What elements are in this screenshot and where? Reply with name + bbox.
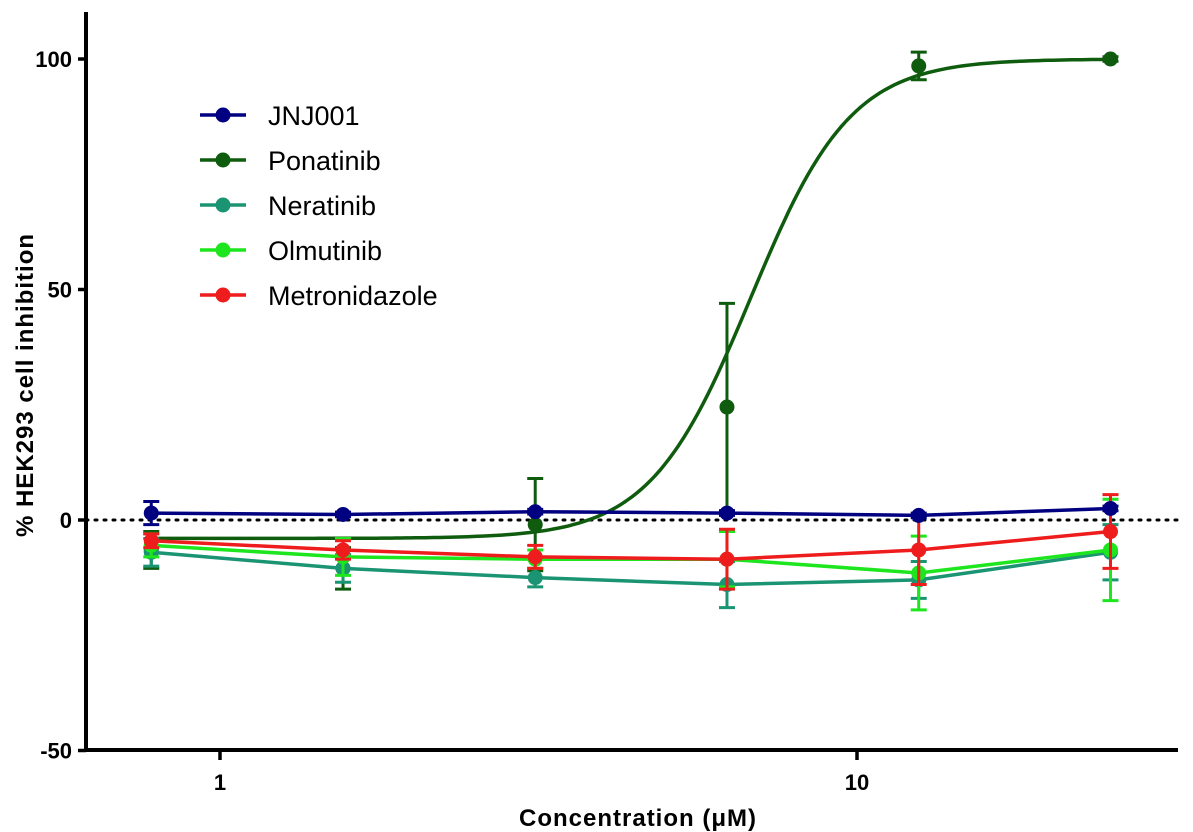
data-point (719, 399, 735, 415)
legend-item-olmutinib: Olmutinib (200, 236, 382, 266)
legend-item-metronidazole: Metronidazole (200, 281, 438, 311)
data-point (719, 505, 735, 521)
series-metronidazole (143, 493, 1119, 591)
legend-swatch-marker (215, 152, 231, 168)
data-point (143, 533, 159, 549)
legend-item-jnj001: JNJ001 (200, 101, 360, 131)
data-point (335, 506, 351, 522)
y-tick-label: 50 (48, 278, 72, 303)
series-line (151, 506, 1111, 518)
data-point (719, 551, 735, 567)
series-line (151, 529, 1111, 561)
legend-label: Ponatinib (268, 146, 381, 176)
legend-swatch-marker (215, 242, 231, 258)
legend: JNJ001 Ponatinib Neratinib Olmutinib Metroni… (200, 101, 438, 311)
legend-label: Neratinib (268, 191, 376, 221)
data-point (911, 58, 927, 74)
axes-layer: -50 0 50 100 1 10 (35, 12, 1178, 795)
data-point (911, 507, 927, 523)
series-ponatinib (143, 50, 1119, 591)
data-point (143, 505, 159, 521)
x-tick-label: 10 (845, 770, 869, 795)
data-point (527, 549, 543, 565)
legend-item-neratinib: Neratinib (200, 191, 376, 221)
x-axis-title: Concentration (μM) (519, 805, 757, 832)
legend-swatch-marker (215, 197, 231, 213)
plot-layer (84, 50, 1180, 612)
x-tick-label: 1 (214, 770, 226, 795)
legend-label: JNJ001 (268, 101, 360, 131)
data-point (527, 504, 543, 520)
legend-label: Metronidazole (268, 281, 438, 311)
y-tick-label: 0 (60, 508, 72, 533)
data-point (1102, 500, 1118, 516)
y-tick-label: 100 (35, 47, 72, 72)
data-point (911, 542, 927, 558)
data-point (1102, 51, 1118, 67)
data-point (527, 570, 543, 586)
series-line (151, 550, 1111, 587)
series-jnj001 (143, 500, 1119, 527)
legend-label: Olmutinib (268, 236, 382, 266)
y-axis-title: % HEK293 cell inhibition (12, 233, 39, 537)
y-tick-label: -50 (40, 739, 72, 764)
data-point (527, 517, 543, 533)
legend-swatch-marker (215, 107, 231, 123)
series-line (151, 57, 1111, 541)
data-point (1102, 524, 1118, 540)
legend-swatch-marker (215, 287, 231, 303)
data-point (335, 542, 351, 558)
legend-item-ponatinib: Ponatinib (200, 146, 381, 176)
